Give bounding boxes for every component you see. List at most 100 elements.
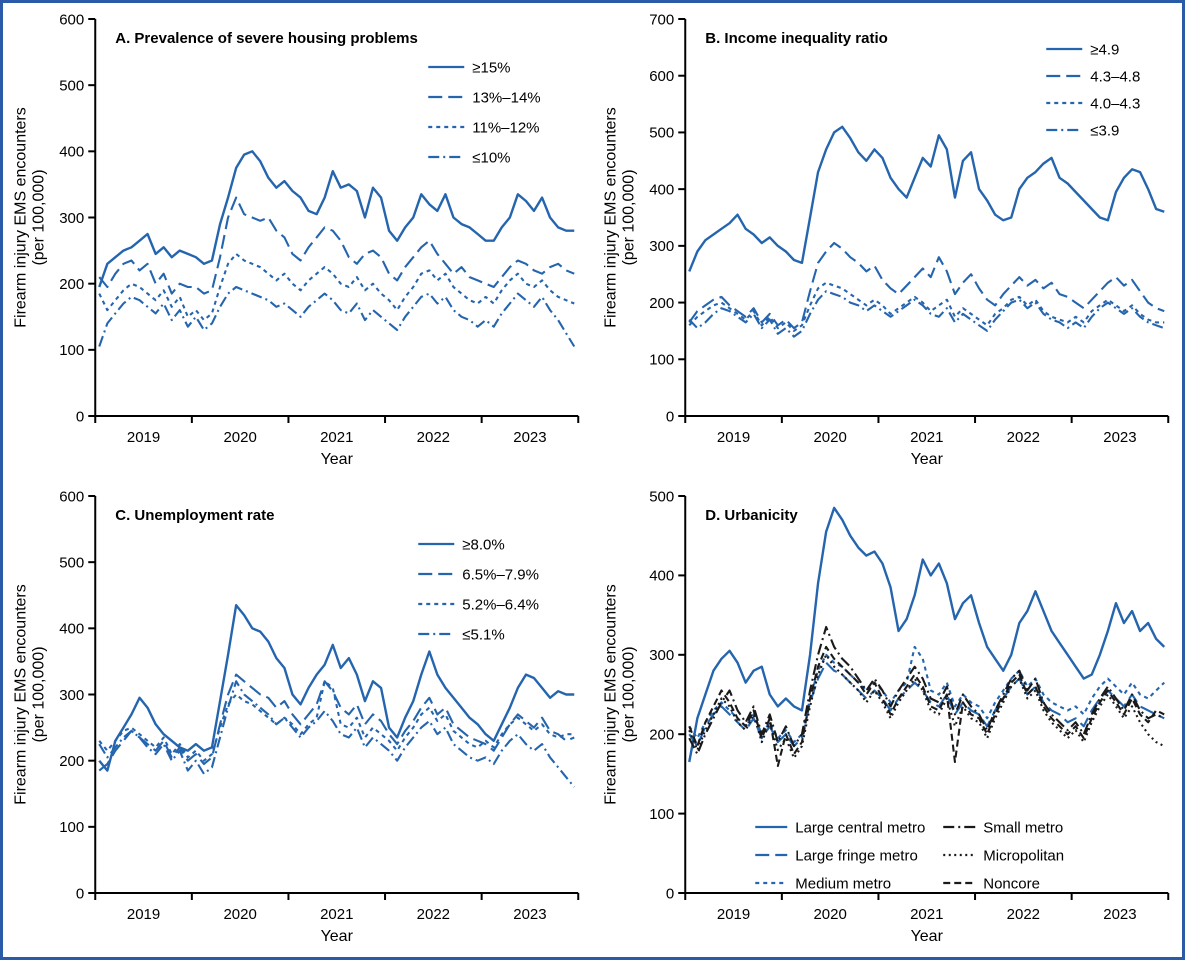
y-tick-label-5: 500: [649, 125, 674, 142]
legend-label-d-2: Medium metro: [795, 875, 891, 892]
series-line-a-2: [98, 252, 575, 322]
panel-title-a: A. Prevalence of severe housing problems: [115, 30, 418, 47]
y-tick-label-5: 500: [59, 554, 84, 571]
chart-b: 0 100 200 300 400 500 600 700 2019 2020 2021 2022 20…: [602, 11, 1169, 468]
x-tick-label-2: 2021: [910, 906, 943, 923]
x-tick-label-2: 2021: [910, 429, 943, 446]
y-axis-title-line2: (per 100,000): [620, 169, 637, 265]
y-tick-label-7: 700: [649, 11, 674, 28]
x-tick-label-3: 2022: [1006, 906, 1039, 923]
panel-title-d: D. Urbanicity: [705, 507, 798, 524]
series-line-b-2: [687, 281, 1164, 332]
x-axis-title: Year: [321, 451, 354, 468]
y-tick-label-0: 0: [665, 408, 673, 425]
y-tick-label-4: 400: [649, 181, 674, 198]
y-axis-title-line1: Firearm injury EMS encounters: [12, 107, 29, 328]
x-tick-label-3: 2022: [417, 906, 450, 923]
x-tick-label-1: 2020: [223, 906, 256, 923]
x-tick-label-2: 2021: [320, 429, 353, 446]
series-line-b-3: [687, 290, 1165, 338]
y-axis-title-line2: (per 100,000): [30, 646, 47, 742]
legend-label-b-1: 4.3–4.8: [1090, 68, 1140, 85]
y-axis-title-line1: Firearm injury EMS encounters: [602, 107, 619, 328]
y-tick-label-1: 100: [59, 342, 84, 359]
y-tick-label-6: 600: [59, 488, 84, 505]
series-line-d-4: [687, 653, 1165, 760]
series-line-a-3: [98, 285, 576, 348]
legend-label-c-1: 6.5%–7.9%: [462, 566, 539, 583]
legend-label-a-1: 13%–14%: [472, 89, 540, 106]
y-tick-label-0: 0: [76, 408, 84, 425]
x-tick-label-1: 2020: [813, 429, 846, 446]
legend-label-c-0: ≥8.0%: [462, 536, 504, 553]
y-tick-label-0: 0: [76, 885, 84, 902]
x-tick-label-3: 2022: [417, 429, 450, 446]
series-line-d-1: [687, 661, 1165, 748]
series-line-d-0: [687, 506, 1165, 763]
y-tick-label-5: 500: [59, 77, 84, 94]
x-axis-title: Year: [910, 451, 943, 468]
legend-label-d-3: Small metro: [983, 819, 1063, 836]
series-line-d-2: [687, 645, 1165, 744]
y-tick-label-1: 100: [649, 352, 674, 369]
y-axis-title-line2: (per 100,000): [620, 646, 637, 742]
y-tick-label-3: 300: [59, 687, 84, 704]
y-tick-label-3: 300: [59, 210, 84, 227]
legend-label-c-3: ≤5.1%: [462, 626, 504, 643]
series-line-c-3: [98, 680, 576, 788]
series-line-b-1: [687, 241, 1165, 330]
x-tick-label-1: 2020: [813, 906, 846, 923]
series-line-c-2: [98, 680, 575, 762]
legend-label-d-4: Micropolitan: [983, 847, 1064, 864]
x-tick-label-1: 2020: [223, 429, 256, 446]
y-axis-title-line2: (per 100,000): [30, 169, 47, 265]
y-tick-label-2: 200: [649, 295, 674, 312]
x-tick-label-0: 2019: [127, 906, 160, 923]
y-tick-label-3: 300: [649, 647, 674, 664]
chart-a: 0 100 200 300 400 500 600 2019 2020 2021 2022 2023 Y…: [12, 11, 580, 468]
chart-d: 0 100 200 300 400 500 2019 2020 2021 2022 2023 Year…: [602, 488, 1169, 945]
legend-label-a-0: ≥15%: [472, 59, 510, 76]
series-line-c-1: [98, 673, 575, 772]
y-tick-label-1: 100: [649, 806, 674, 823]
x-tick-label-4: 2023: [1103, 906, 1136, 923]
panel-title-c: C. Unemployment rate: [115, 507, 274, 524]
series-line-c-0: [98, 603, 575, 772]
panel-title-b: B. Income inequality ratio: [705, 30, 888, 47]
y-tick-label-2: 200: [649, 726, 674, 743]
y-tick-label-4: 400: [59, 144, 84, 161]
y-tick-label-2: 200: [59, 276, 84, 293]
legend-label-d-1: Large fringe metro: [795, 847, 918, 864]
x-tick-label-0: 2019: [127, 429, 160, 446]
chart-c: 0 100 200 300 400 500 600 2019 2020 2021 2022 2023 Y…: [12, 488, 580, 945]
legend-label-d-5: Noncore: [983, 875, 1040, 892]
legend-label-c-2: 5.2%–6.4%: [462, 596, 539, 613]
series-line-d-3: [687, 625, 1165, 756]
panel-a: 0 100 200 300 400 500 600 2019 2020 2021 2022 2023 Y…: [3, 3, 593, 480]
panel-c: 0 100 200 300 400 500 600 2019 2020 2021 2022 2023 Y…: [3, 480, 593, 957]
x-axis-title: Year: [910, 928, 943, 945]
x-tick-label-0: 2019: [716, 429, 749, 446]
legend-label-d-0: Large central metro: [795, 819, 925, 836]
x-tick-label-4: 2023: [513, 429, 546, 446]
x-tick-label-2: 2021: [320, 906, 353, 923]
series-line-b-0: [687, 125, 1165, 272]
y-tick-label-3: 300: [649, 238, 674, 255]
y-tick-label-4: 400: [649, 568, 674, 585]
legend-label-a-3: ≤10%: [472, 149, 510, 166]
x-axis-title: Year: [321, 928, 354, 945]
legend-label-b-3: ≤3.9: [1090, 122, 1119, 139]
y-tick-label-2: 200: [59, 753, 84, 770]
y-tick-label-6: 600: [649, 68, 674, 85]
y-tick-label-5: 500: [649, 488, 674, 505]
series-line-d-5: [687, 645, 1165, 768]
y-tick-label-4: 400: [59, 621, 84, 638]
y-tick-label-0: 0: [665, 885, 673, 902]
y-axis-title-line1: Firearm injury EMS encounters: [602, 584, 619, 805]
series-line-a-0: [98, 150, 575, 288]
series-line-a-1: [98, 196, 575, 295]
y-axis-title-line1: Firearm injury EMS encounters: [12, 584, 29, 805]
panel-b: 0 100 200 300 400 500 600 700 2019 2020 2021 2022 20…: [593, 3, 1183, 480]
y-tick-label-1: 100: [59, 819, 84, 836]
